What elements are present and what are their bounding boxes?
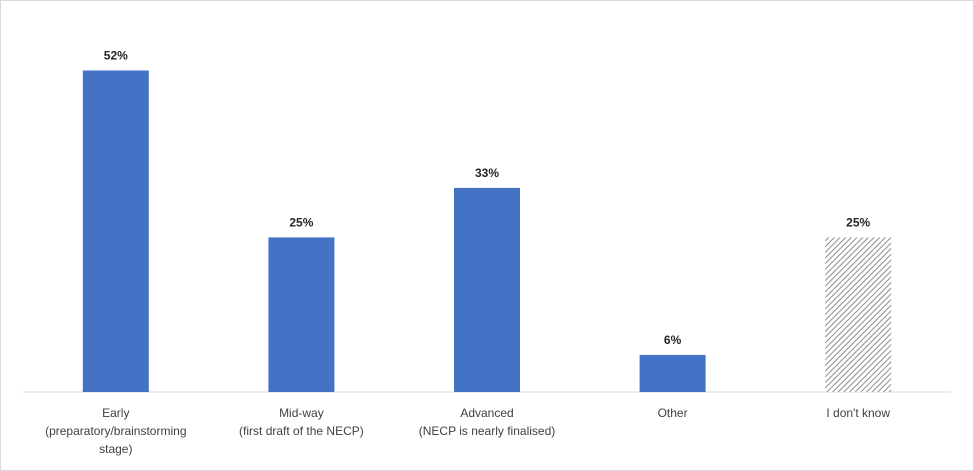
category-label-2: Advanced (NECP is nearly finalised) (419, 406, 556, 438)
category-label-4: I don't know (826, 406, 890, 420)
category-label-0-line-2: stage) (99, 442, 132, 456)
category-label-1: Mid-way (first draft of the NECP) (239, 406, 364, 438)
category-label-1-line-1: (first draft of the NECP) (239, 424, 364, 438)
category-label-0-line-0: Early (102, 406, 129, 420)
category-label-2-line-0: Advanced (460, 406, 513, 420)
bar-4 (825, 237, 892, 392)
data-label-4: 25% (846, 215, 870, 229)
bar-2 (454, 187, 520, 392)
category-label-2-line-1: (NECP is nearly finalised) (419, 424, 556, 438)
data-label-1: 25% (289, 215, 313, 229)
category-label-1-line-0: Mid-way (279, 406, 324, 420)
category-label-3: Other (658, 406, 688, 420)
category-label-4-line-0: I don't know (826, 406, 890, 420)
bar-3 (639, 354, 706, 392)
data-label-0: 52% (104, 49, 128, 63)
data-labels-layer: 52% 25% 33% 6% 25% (104, 49, 871, 347)
category-label-0-line-1: (preparatory/brainstorming (45, 424, 186, 438)
bar-1 (268, 237, 335, 392)
data-label-2: 33% (475, 166, 499, 180)
category-labels-layer: Early (preparatory/brainstorming stage) Mid… (45, 406, 890, 456)
category-label-0: Early (preparatory/brainstorming stage) (45, 406, 186, 456)
bars-layer (82, 70, 892, 392)
bar-0 (82, 70, 149, 392)
data-label-3: 6% (664, 333, 682, 347)
category-label-3-line-0: Other (658, 406, 688, 420)
